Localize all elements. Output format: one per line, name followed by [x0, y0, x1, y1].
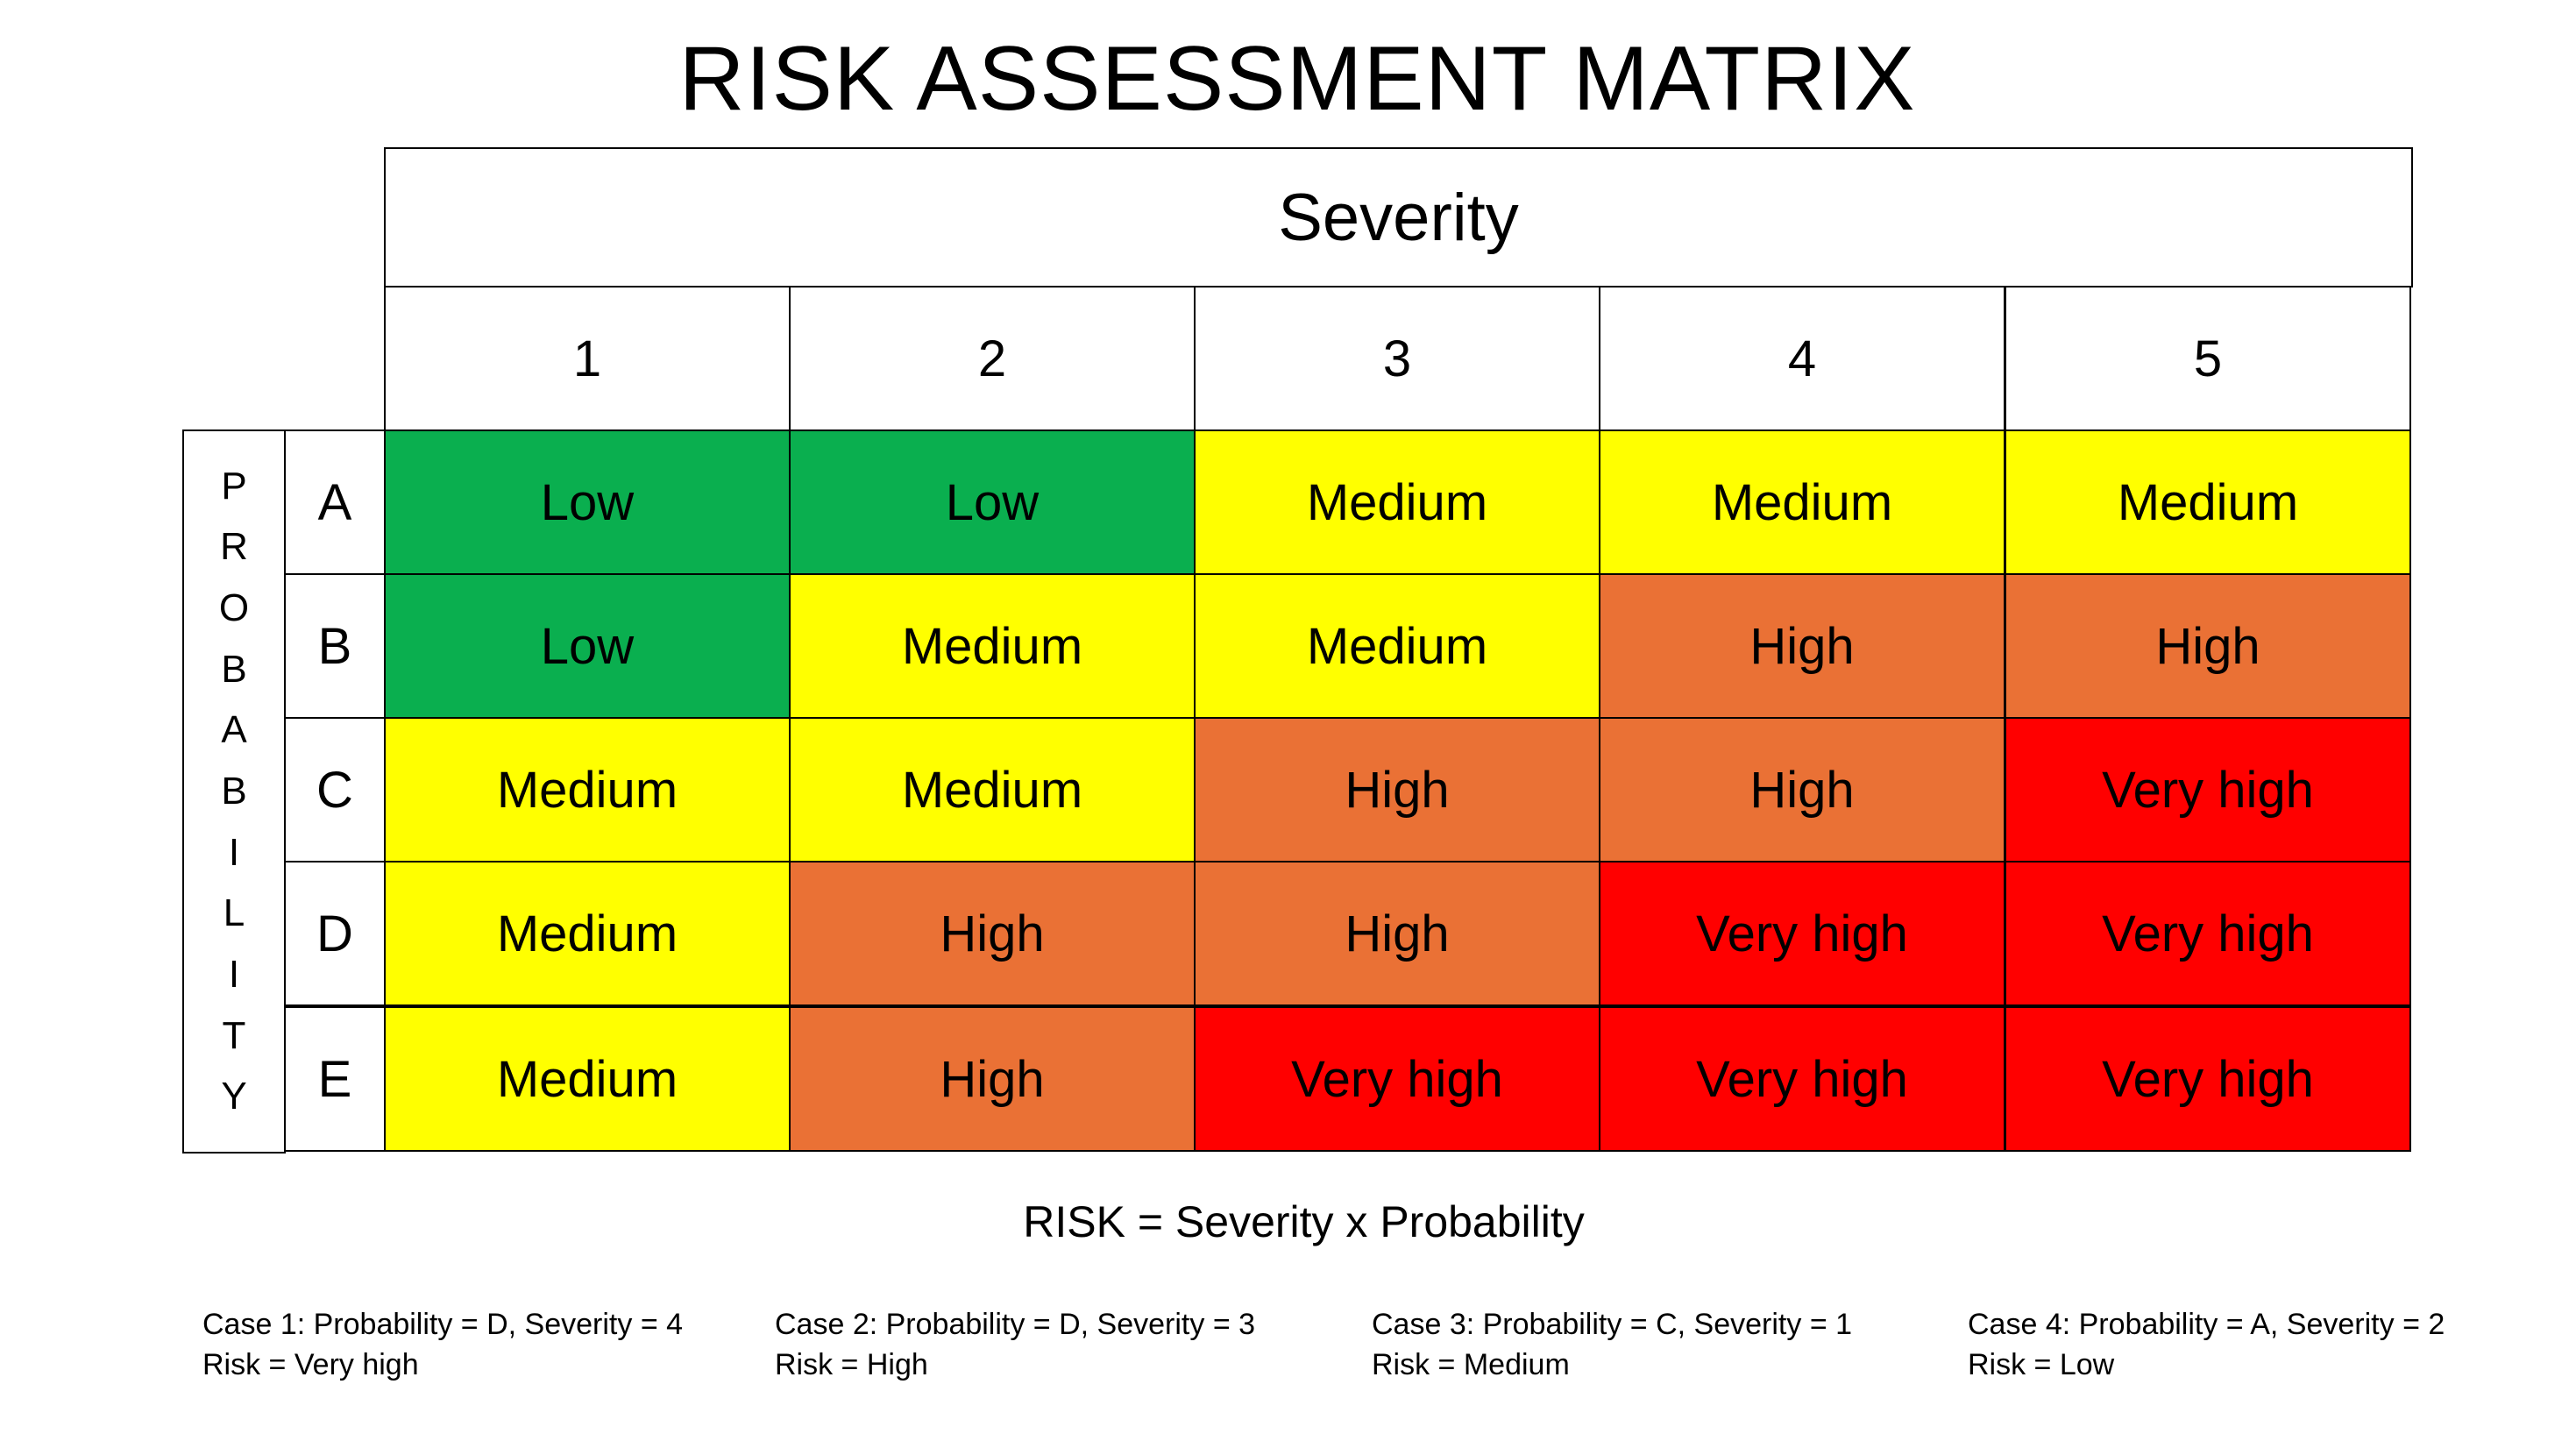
case-2: Case 2: Probability = D, Severity = 3 Ri… — [775, 1304, 1255, 1385]
risk-cell-a1: Low — [384, 429, 791, 575]
case-2-result: Risk = High — [775, 1348, 928, 1381]
risk-cell-e4: Very high — [1599, 1006, 2005, 1152]
probability-letter: I — [228, 830, 240, 874]
risk-cell-e1: Medium — [384, 1006, 791, 1152]
page-title: RISK ASSESSMENT MATRIX — [678, 28, 1916, 130]
probability-letter: B — [221, 769, 247, 813]
probability-row-d: D — [284, 861, 386, 1006]
case-3-condition: Case 3: Probability = C, Severity = 1 — [1372, 1308, 1853, 1341]
case-4-condition: Case 4: Probability = A, Severity = 2 — [1968, 1308, 2445, 1341]
probability-letter: R — [220, 525, 248, 569]
risk-cell-a5: Medium — [2005, 429, 2411, 575]
case-4: Case 4: Probability = A, Severity = 2 Ri… — [1968, 1304, 2445, 1385]
risk-cell-a2: Low — [789, 429, 1196, 575]
probability-letter: P — [221, 464, 247, 508]
case-4-result: Risk = Low — [1968, 1348, 2115, 1381]
case-3-result: Risk = Medium — [1372, 1348, 1570, 1381]
risk-cell-b2: Medium — [789, 573, 1196, 719]
risk-cell-d1: Medium — [384, 861, 791, 1006]
probability-letter: B — [221, 647, 247, 691]
probability-row-e: E — [284, 1006, 386, 1152]
probability-letter: I — [228, 952, 240, 996]
case-1-condition: Case 1: Probability = D, Severity = 4 — [202, 1308, 684, 1341]
probability-letter: Y — [221, 1075, 247, 1118]
risk-cell-c3: High — [1194, 717, 1600, 862]
risk-cell-b5: High — [2005, 573, 2411, 719]
case-2-condition: Case 2: Probability = D, Severity = 3 — [775, 1308, 1256, 1341]
case-1-result: Risk = Very high — [202, 1348, 419, 1381]
risk-cell-d5: Very high — [2005, 861, 2411, 1006]
risk-cell-c4: High — [1599, 717, 2005, 862]
risk-cell-a3: Medium — [1194, 429, 1600, 575]
risk-cell-d4: Very high — [1599, 861, 2005, 1006]
risk-cell-c5: Very high — [2005, 717, 2411, 862]
risk-cell-e3: Very high — [1194, 1006, 1600, 1152]
probability-label: P R O B A B I L I T Y — [182, 429, 286, 1154]
probability-row-c: C — [284, 717, 386, 862]
risk-cell-c1: Medium — [384, 717, 791, 862]
probability-letter: T — [222, 1013, 246, 1057]
risk-cell-b1: Low — [384, 573, 791, 719]
severity-column-4: 4 — [1599, 286, 2005, 431]
severity-column-2: 2 — [789, 286, 1196, 431]
risk-formula: RISK = Severity x Probability — [1023, 1197, 1585, 1246]
risk-cell-b3: Medium — [1194, 573, 1600, 719]
risk-cell-c2: Medium — [789, 717, 1196, 862]
probability-letter: O — [218, 586, 250, 629]
risk-cell-d2: High — [789, 861, 1196, 1006]
risk-cell-a4: Medium — [1599, 429, 2005, 575]
probability-row-b: B — [284, 573, 386, 719]
probability-letter: A — [221, 708, 247, 752]
risk-cell-d3: High — [1194, 861, 1600, 1006]
case-3: Case 3: Probability = C, Severity = 1 Ri… — [1372, 1304, 1852, 1385]
risk-cell-b4: High — [1599, 573, 2005, 719]
severity-header: Severity — [384, 147, 2413, 287]
risk-cell-e5: Very high — [2005, 1006, 2411, 1152]
severity-column-5: 5 — [2005, 286, 2411, 431]
severity-column-1: 1 — [384, 286, 791, 431]
probability-letter: L — [223, 891, 245, 935]
risk-cell-e2: High — [789, 1006, 1196, 1152]
probability-row-a: A — [284, 429, 386, 575]
severity-column-3: 3 — [1194, 286, 1600, 431]
case-1: Case 1: Probability = D, Severity = 4 Ri… — [202, 1304, 683, 1385]
